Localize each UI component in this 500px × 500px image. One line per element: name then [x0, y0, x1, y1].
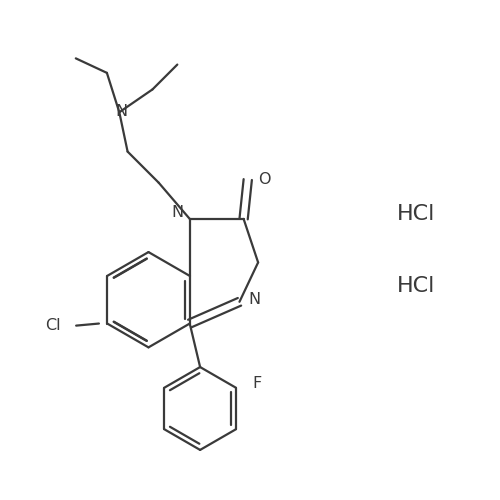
Text: F: F [252, 376, 262, 391]
Text: N: N [172, 205, 183, 220]
Text: N: N [116, 104, 128, 118]
Text: O: O [258, 172, 270, 187]
Text: Cl: Cl [46, 318, 61, 333]
Text: HCl: HCl [396, 276, 435, 296]
Text: HCl: HCl [396, 204, 435, 224]
Text: N: N [248, 292, 260, 307]
